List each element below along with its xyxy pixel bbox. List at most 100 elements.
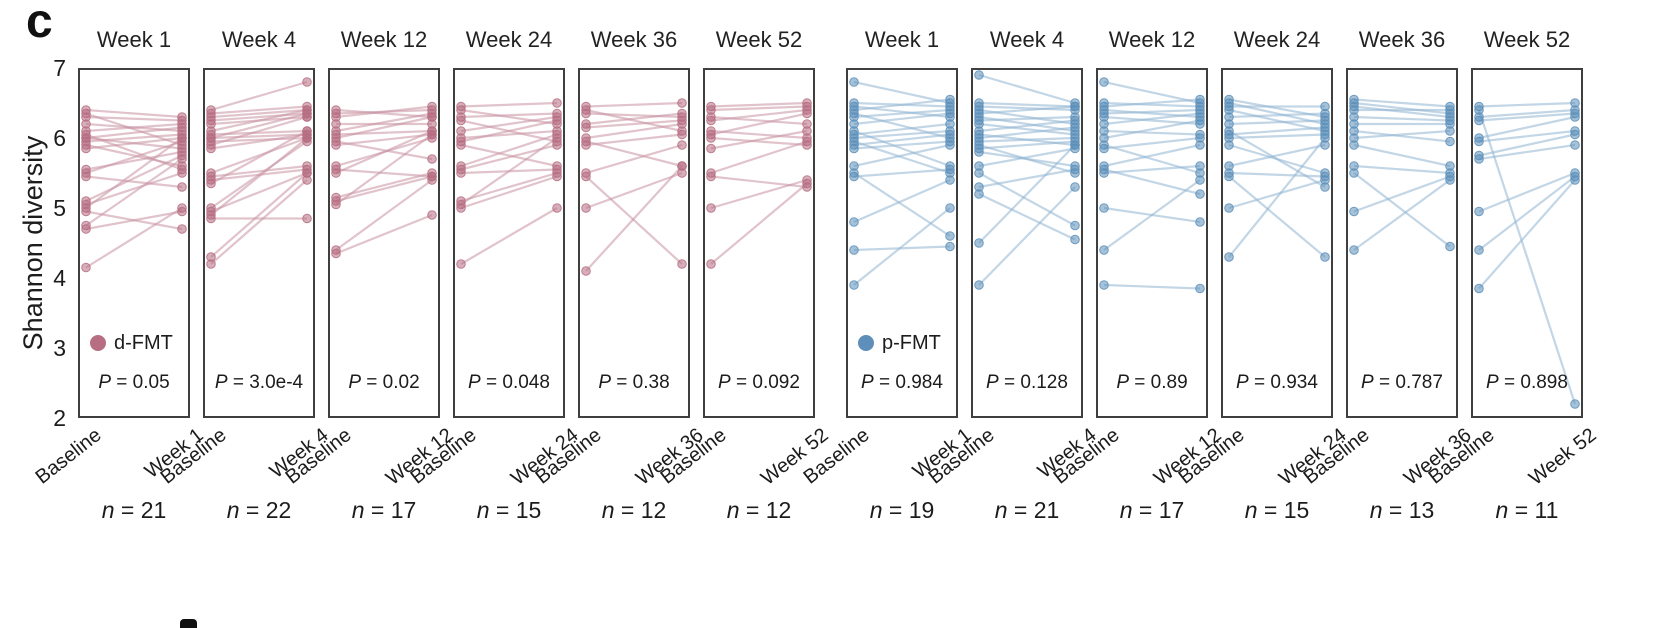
data-point [206, 178, 216, 189]
sample-size-label: n = 11 [1495, 497, 1559, 523]
subject-line [1103, 143, 1201, 175]
paired-lines-plot [456, 98, 562, 269]
data-point [945, 203, 955, 213]
paired-lines-plot [81, 105, 187, 273]
subject-line [978, 73, 1076, 105]
subject-line [978, 168, 1076, 189]
subject-line [1228, 126, 1326, 136]
data-point [331, 199, 341, 210]
panel-title: Week 12 [1108, 27, 1196, 52]
data-point [1099, 280, 1109, 290]
subject-line [1228, 112, 1326, 119]
data-point [81, 262, 91, 273]
data-point [1349, 168, 1359, 178]
data-point [1224, 203, 1234, 213]
y-tick-label: 4 [53, 265, 66, 291]
data-point [1570, 129, 1580, 140]
subject-line [978, 150, 1076, 168]
subject-line [710, 136, 808, 147]
subject-line [853, 178, 951, 224]
subject-line [978, 119, 1076, 133]
data-point [802, 136, 812, 147]
data-point [945, 241, 955, 252]
subject-line [585, 119, 683, 129]
data-point [849, 143, 859, 154]
subject-line [210, 112, 308, 122]
subject-line [1353, 101, 1451, 115]
data-point [1070, 182, 1080, 192]
subject-line [1478, 143, 1576, 161]
sample-size-label: n = 15 [476, 497, 542, 523]
subject-line [335, 140, 433, 161]
subject-line [1478, 115, 1576, 140]
panel-title: Week 36 [1358, 27, 1446, 52]
subject-line [1103, 80, 1201, 105]
data-point [552, 133, 562, 143]
sample-size-label: n = 22 [226, 497, 292, 523]
subject-line [85, 108, 183, 119]
data-point [1474, 283, 1484, 294]
data-point [1445, 136, 1455, 147]
data-point [81, 171, 91, 182]
subject-line [585, 171, 683, 210]
data-point [1070, 140, 1080, 150]
subject-line [1478, 175, 1576, 251]
subject-line [1103, 179, 1201, 251]
data-point [1320, 252, 1330, 262]
data-point [552, 171, 562, 182]
subject-line [1228, 143, 1326, 168]
data-point [1445, 126, 1455, 136]
data-point [177, 168, 187, 178]
data-point [1224, 252, 1234, 262]
subject-line [85, 207, 183, 269]
subject-line [1478, 179, 1576, 290]
subject-line [853, 80, 951, 105]
subject-line [1103, 101, 1201, 108]
slope-chart-d-FMT-week-24: P = 0.048 [453, 68, 565, 418]
data-point [1099, 245, 1109, 255]
subject-line [1353, 129, 1451, 140]
subject-line [210, 133, 308, 140]
data-point [302, 77, 312, 87]
data-point [1570, 112, 1580, 122]
subject-line [210, 130, 308, 185]
subject-line [460, 171, 558, 203]
subject-line [710, 175, 808, 189]
legend-label: d-FMT [114, 331, 173, 354]
data-point [581, 171, 591, 182]
subject-line [1353, 164, 1451, 175]
subject-line [460, 133, 558, 168]
data-point [581, 266, 591, 276]
subject-line [335, 133, 433, 147]
data-point [81, 143, 91, 154]
data-point [974, 147, 984, 157]
paired-lines-plot [206, 77, 312, 269]
subject-line [1478, 101, 1576, 108]
subject-line [853, 140, 951, 175]
subject-line [710, 112, 808, 136]
data-point [427, 175, 437, 185]
subject-line [210, 140, 308, 209]
subject-line [978, 193, 1076, 241]
subject-line [710, 129, 808, 150]
data-point [849, 280, 859, 290]
subject-line [210, 105, 308, 115]
data-point [1320, 175, 1330, 185]
subject-line [1228, 178, 1326, 210]
subject-line [1103, 168, 1201, 196]
subject-line [1478, 129, 1576, 143]
partial-next-panel-label [180, 619, 197, 628]
slope-chart-d-FMT-week-52: P = 0.092 [703, 68, 815, 418]
data-point [1474, 136, 1484, 147]
data-point [677, 129, 687, 140]
data-point [427, 129, 437, 140]
subject-line [85, 137, 183, 209]
slope-chart-p-FMT-week-36: P = 0.787 [1346, 68, 1458, 418]
data-point [945, 140, 955, 150]
data-point [1195, 94, 1205, 105]
data-point [849, 217, 859, 227]
y-tick-label: 7 [53, 55, 66, 81]
data-point [677, 119, 687, 129]
subject-line [585, 165, 683, 272]
